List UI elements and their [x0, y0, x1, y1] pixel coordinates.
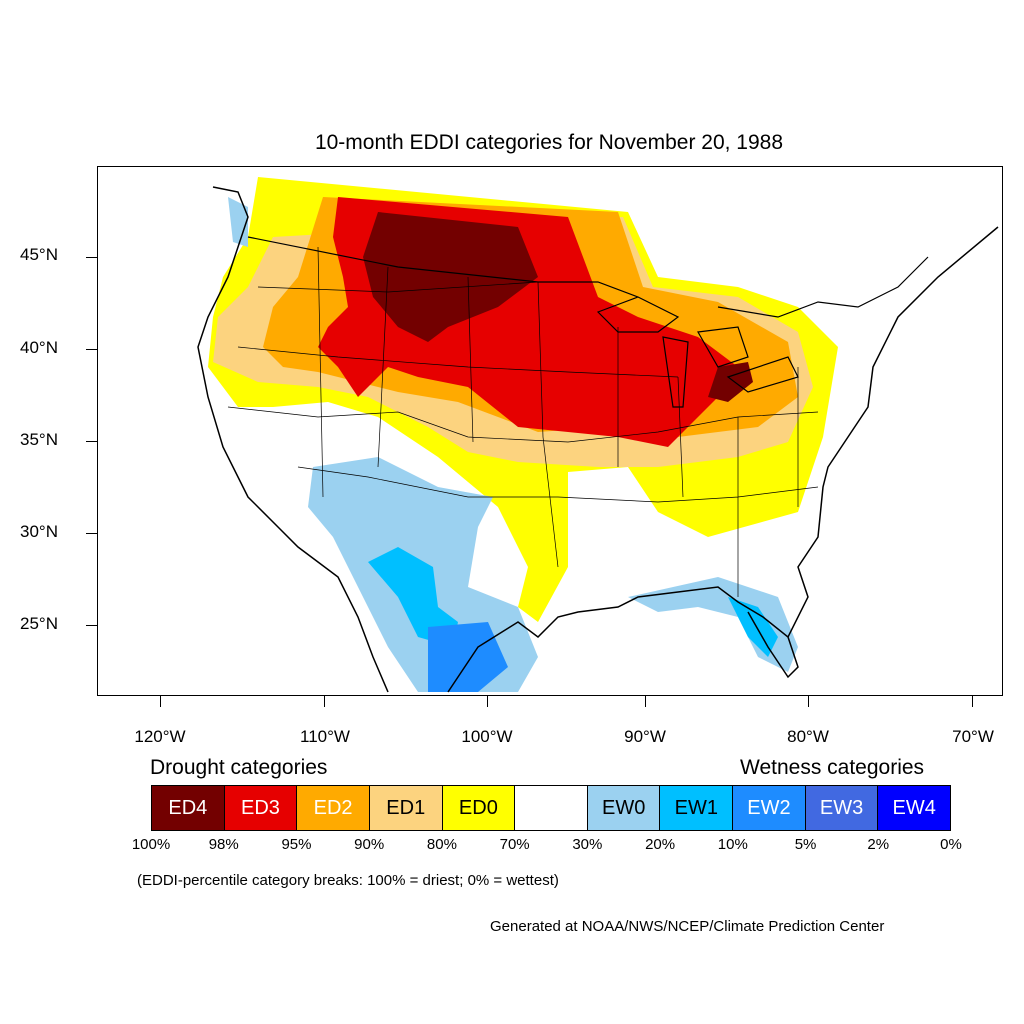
lat-label-45: 45°N — [20, 245, 58, 264]
state-boundaries — [227, 246, 819, 597]
lat-label-25: 25°N — [20, 614, 58, 633]
percentile-label: 90% — [354, 836, 385, 853]
eddi-map — [97, 166, 1003, 696]
lat-tick — [86, 625, 97, 626]
legend-swatch-ew4: EW4 — [878, 786, 951, 830]
lon-tick — [160, 696, 161, 707]
legend-swatch-ed0: ED0 — [442, 786, 516, 830]
legend-swatch-normal — [515, 786, 588, 830]
percentile-label: 10% — [717, 836, 748, 853]
percentile-label: 30% — [572, 836, 603, 853]
percentile-label: 98% — [208, 836, 239, 853]
lon-tick — [645, 696, 646, 707]
lat-label-35: 35°N — [20, 430, 58, 449]
ew1-region — [368, 547, 458, 647]
lon-tick — [324, 696, 325, 707]
lon-label-80: 80°W — [787, 727, 829, 746]
lat-tick — [86, 349, 97, 350]
legend-swatch-ew1: EW1 — [660, 786, 734, 830]
legend-swatch-ed4: ED4 — [152, 786, 225, 830]
wetness-heading: Wetness categories — [740, 756, 925, 779]
drought-heading: Drought categories — [150, 756, 328, 779]
lon-label-100: 100°W — [461, 727, 513, 746]
legend-swatch-ew2: EW2 — [733, 786, 806, 830]
legend-swatch-ed2: ED2 — [297, 786, 370, 830]
lon-label-70: 70°W — [952, 727, 994, 746]
credit-text: Generated at NOAA/NWS/NCEP/Climate Predi… — [490, 918, 885, 935]
great-lakes — [596, 296, 799, 408]
lon-tick — [487, 696, 488, 707]
legend-colorbar: ED4 ED3 ED2 ED1 ED0 EW0 EW1 EW2 EW3 EW4 — [151, 785, 951, 831]
percentile-label: 2% — [867, 836, 890, 853]
ew0-region-southeast — [628, 577, 798, 672]
ew2-region — [428, 622, 508, 692]
legend-swatch-ed1: ED1 — [369, 786, 443, 830]
legend-swatch-ed3: ED3 — [224, 786, 298, 830]
percentile-label: 95% — [281, 836, 312, 853]
lon-tick — [972, 696, 973, 707]
lat-label-30: 30°N — [20, 522, 58, 541]
lat-label-40: 40°N — [20, 338, 58, 357]
lat-tick — [86, 257, 97, 258]
percentile-label: 70% — [499, 836, 530, 853]
percentile-label: 20% — [645, 836, 676, 853]
category-note: (EDDI-percentile category breaks: 100% =… — [137, 872, 559, 889]
eddi-map-graphic — [197, 177, 999, 693]
percentile-label: 0% — [940, 836, 962, 853]
lon-label-110: 110°W — [300, 727, 350, 746]
percentile-label: 5% — [794, 836, 817, 853]
lon-tick — [808, 696, 809, 707]
percentile-label: 80% — [426, 836, 457, 853]
lat-tick — [86, 441, 97, 442]
map-title: 10-month EDDI categories for November 20… — [314, 131, 784, 154]
percentile-label: 100% — [131, 836, 171, 853]
lat-tick — [86, 533, 97, 534]
legend-swatch-ew3: EW3 — [805, 786, 879, 830]
lon-label-120: 120°W — [134, 727, 186, 746]
lon-label-90: 90°W — [624, 727, 666, 746]
ew0-region-northwest — [228, 197, 248, 247]
legend-swatch-ew0: EW0 — [587, 786, 661, 830]
coastline — [197, 186, 999, 693]
ed4-region — [363, 212, 538, 342]
